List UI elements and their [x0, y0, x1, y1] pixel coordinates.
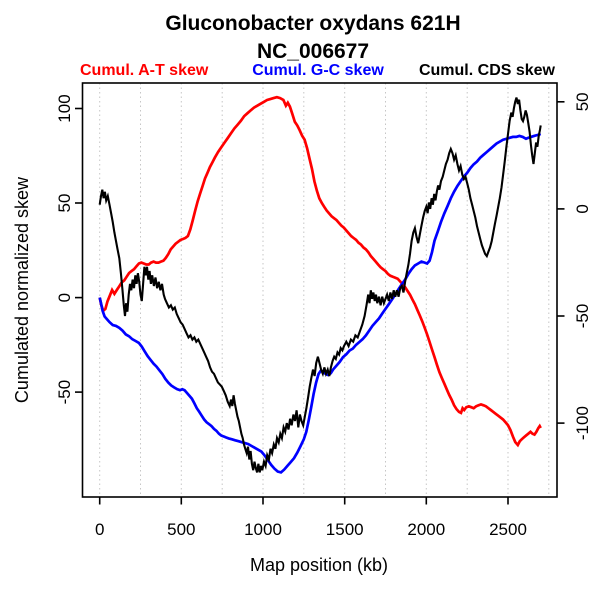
x-axis-title: Map position (kb)	[249, 555, 389, 575]
x-tick-label: 2500	[489, 520, 527, 539]
series-line-gc	[98, 132, 542, 474]
legend-gc-skew: Cumul. G-C skew	[252, 62, 384, 79]
y-right-tick-label: 0	[573, 204, 592, 213]
y-right-tick-label: -50	[573, 304, 592, 329]
legend-at-skew: Cumul. A-T skew	[80, 62, 209, 79]
y-right-tick-label: 50	[573, 92, 592, 111]
series-line-cds	[98, 97, 542, 473]
x-tick-label: 1500	[326, 520, 364, 539]
x-tick-label: 1000	[244, 520, 282, 539]
y-left-tick-label: -50	[55, 380, 74, 405]
y-left-tick-label: 50	[55, 194, 74, 213]
legend-cds-skew: Cumul. CDS skew	[418, 62, 555, 79]
y-left-tick-label: 0	[55, 293, 74, 302]
series-line-at	[98, 95, 542, 448]
chart-title-line1: Gluconobacter oxydans 621H	[165, 12, 461, 35]
chart-title-line2: NC_006677	[256, 40, 370, 63]
x-tick-label: 0	[95, 520, 104, 539]
x-tick-label: 2000	[407, 520, 445, 539]
y-left-tick-label: 100	[55, 94, 74, 122]
x-tick-label: 500	[167, 520, 195, 539]
plot-frame	[81, 82, 558, 498]
y-right-tick-label: -100	[573, 406, 592, 440]
